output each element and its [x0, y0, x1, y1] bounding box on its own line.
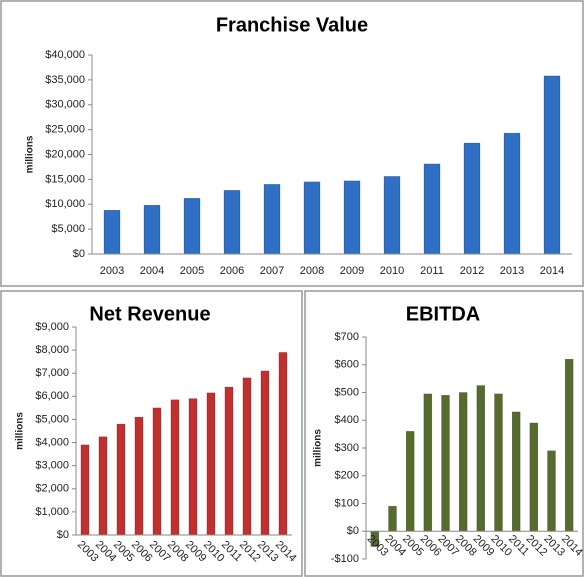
y-tick-label: $6,000: [35, 390, 69, 402]
y-axis-label: millions: [15, 412, 26, 450]
bar: [405, 431, 415, 532]
bar: [463, 142, 481, 255]
x-tick-label: 2011: [420, 265, 444, 277]
x-tick-label: 2005: [180, 265, 204, 277]
bar: [278, 352, 288, 536]
bar: [116, 423, 126, 536]
bar: [183, 198, 201, 255]
bar: [494, 393, 503, 532]
y-tick-label: $8,000: [35, 344, 69, 356]
bar: [511, 411, 521, 532]
bar: [543, 75, 561, 255]
y-tick-label: $100: [335, 497, 359, 509]
bar: [441, 395, 450, 532]
y-tick-label: $25,000: [45, 124, 85, 136]
x-tick-label: 2008: [300, 265, 324, 277]
y-tick-label: $9,000: [35, 321, 69, 333]
panel: [0, 290, 303, 577]
y-tick-label: $400: [335, 414, 359, 426]
x-tick-label: 2007: [260, 265, 284, 277]
x-tick-label: 2012: [460, 265, 484, 277]
x-tick-label: 2009: [340, 265, 364, 277]
bar: [383, 176, 401, 255]
chart-title: Net Revenue: [89, 303, 210, 325]
panel: [0, 0, 584, 287]
y-tick-label: $4,000: [35, 436, 69, 448]
bar: [242, 377, 252, 536]
chart-title: Franchise Value: [216, 14, 368, 36]
y-tick-label: $600: [335, 359, 359, 371]
bar: [188, 398, 198, 536]
bar: [206, 392, 216, 536]
y-tick-label: $0: [57, 529, 69, 541]
bar: [423, 393, 433, 532]
bar: [303, 181, 321, 255]
y-tick-label: $5,000: [35, 413, 69, 425]
bar: [547, 450, 556, 532]
bar: [223, 190, 241, 255]
y-tick-label: $15,000: [45, 173, 85, 185]
y-tick-label: $0: [347, 525, 359, 537]
y-tick-label: -$100: [331, 553, 359, 565]
bar: [134, 416, 144, 536]
x-tick-label: 2010: [380, 265, 404, 277]
y-tick-label: $0: [73, 248, 85, 260]
bar: [260, 370, 270, 536]
bar: [143, 204, 161, 255]
bar: [458, 392, 468, 532]
y-tick-label: $30,000: [45, 99, 85, 111]
bar: [564, 358, 574, 532]
bar: [103, 209, 121, 255]
bar: [388, 506, 397, 532]
y-tick-label: $2,000: [35, 483, 69, 495]
bar: [423, 163, 441, 255]
y-tick-label: $3,000: [35, 460, 69, 472]
bar: [152, 407, 162, 536]
bar: [224, 386, 234, 536]
y-axis-label: millions: [313, 429, 324, 467]
y-tick-label: $20,000: [45, 148, 85, 160]
x-tick-label: 2004: [140, 265, 164, 277]
x-tick-label: 2006: [220, 265, 244, 277]
chart-title: EBITDA: [406, 303, 480, 325]
bar: [529, 422, 539, 532]
x-tick-label: 2013: [500, 265, 524, 277]
bar: [263, 184, 281, 255]
bar: [476, 385, 486, 532]
x-tick-label: 2003: [100, 265, 124, 277]
y-tick-label: $40,000: [45, 49, 85, 61]
y-tick-label: $700: [335, 331, 359, 343]
bar: [98, 436, 108, 536]
y-tick-label: $1,000: [35, 506, 69, 518]
y-tick-label: $300: [335, 442, 359, 454]
y-tick-label: $35,000: [45, 74, 85, 86]
y-tick-label: $10,000: [45, 198, 85, 210]
y-tick-label: $5,000: [51, 223, 85, 235]
x-tick-label: 2014: [540, 265, 564, 277]
bar: [170, 399, 180, 536]
bar: [503, 132, 521, 255]
y-axis-label: millions: [25, 135, 36, 173]
y-tick-label: $200: [335, 470, 359, 482]
y-tick-label: $7,000: [35, 367, 69, 379]
bar: [343, 180, 361, 255]
bar: [80, 444, 90, 536]
y-tick-label: $500: [335, 386, 359, 398]
